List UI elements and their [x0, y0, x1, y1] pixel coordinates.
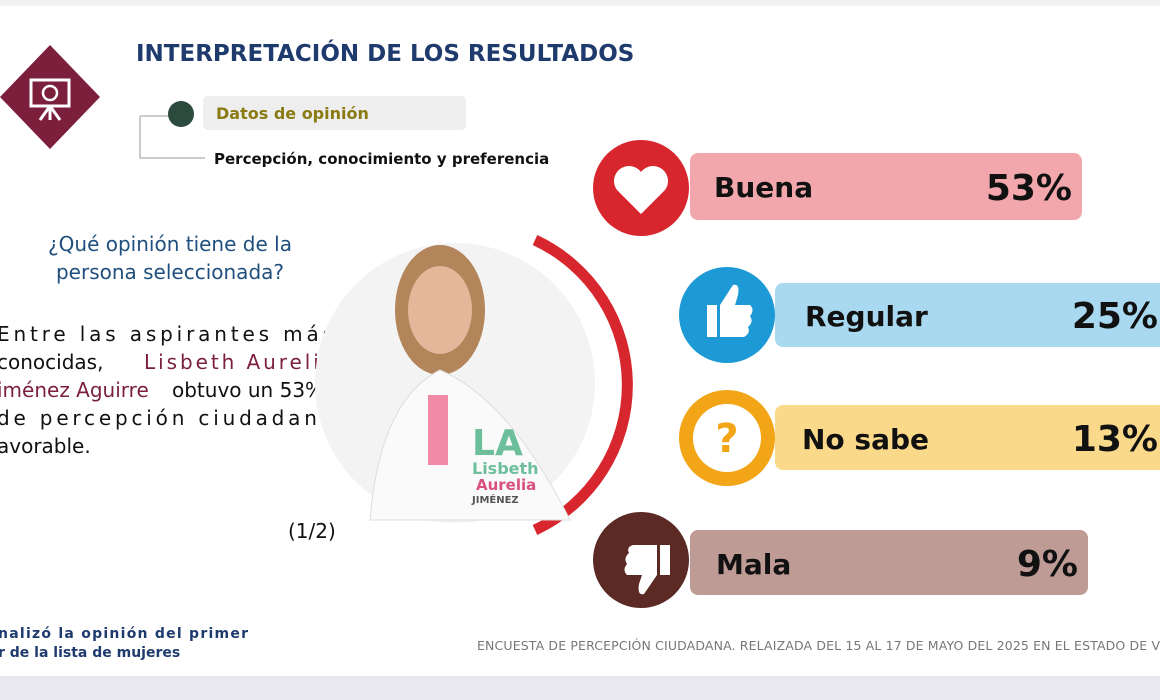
result-label: No sabe	[802, 423, 929, 456]
question: ¿Qué opinión tiene de la persona selecci…	[48, 232, 292, 284]
arc	[532, 235, 633, 535]
logo: LA	[472, 423, 523, 464]
result-value: 25%	[1072, 296, 1158, 337]
logo-second: Aurelia	[476, 476, 536, 494]
result-label: Buena	[714, 171, 813, 204]
subsection: Percepción, conocimiento y preferencia	[214, 150, 549, 168]
question-box: ¿Qué opinión tiene de la persona selecci…	[48, 232, 292, 284]
face	[408, 266, 472, 354]
coat	[369, 369, 571, 521]
result-value: 13%	[1072, 419, 1158, 460]
bar	[775, 283, 1160, 347]
body-line: conocidas,	[0, 350, 103, 374]
body-name: iménez Aguirre	[0, 378, 149, 402]
body-line: obtuvo un 53%	[172, 378, 324, 402]
title: INTERPRETACIÓN DE LOS RESULTADOS	[136, 39, 634, 67]
body-line: Entre las aspirantes más	[0, 322, 333, 346]
top-strip	[0, 0, 1160, 6]
logo-first: Lisbeth	[472, 459, 539, 478]
footer-left: nalizó la opinión del primer	[0, 626, 248, 642]
logo-last: JIMÉNEZ	[471, 493, 519, 506]
section: Datos de opinión	[216, 104, 369, 123]
result-value: 53%	[986, 168, 1072, 209]
result-label: Regular	[805, 300, 928, 333]
thumb-up	[707, 284, 753, 337]
thumb-down	[624, 545, 670, 595]
shirt	[428, 395, 448, 465]
question-mark: ?	[715, 416, 738, 462]
heart	[614, 166, 668, 214]
footer-left: r de la lista de mujeres	[0, 645, 180, 661]
footer-right: ENCUESTA DE PERCEPCIÓN CIUDADANA. RELAIZ…	[477, 638, 1160, 653]
page-number: (1/2)	[288, 519, 336, 543]
connector	[139, 116, 205, 159]
body-name: Lisbeth Aurelia	[144, 350, 334, 374]
icon-stand	[38, 105, 62, 121]
bar	[690, 153, 1082, 220]
bullet	[168, 101, 194, 127]
section-box	[203, 96, 466, 130]
body-line: avorable.	[0, 434, 91, 458]
icon-diamond	[0, 45, 100, 149]
icon-inner	[693, 404, 761, 472]
bar	[775, 405, 1160, 470]
result-label: Mala	[716, 548, 791, 581]
icon-pie	[41, 84, 59, 102]
result-value: 9%	[1017, 544, 1078, 585]
bar	[690, 530, 1088, 595]
